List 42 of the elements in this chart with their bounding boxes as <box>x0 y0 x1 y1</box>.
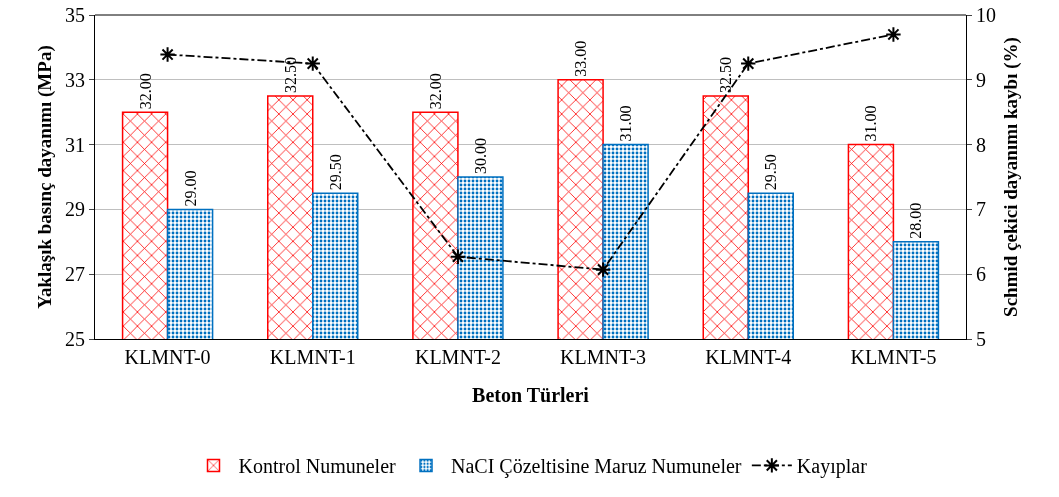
y-tick-label: 35 <box>65 4 85 26</box>
series-label: Kontrol Numuneler <box>238 455 397 478</box>
y-axis-title: Yaklaşık basınç dayanımı (MPa) <box>33 45 56 309</box>
y2-tick-label: 7 <box>976 198 986 221</box>
y2-tick-label: 8 <box>976 133 986 156</box>
point <box>159 46 176 63</box>
x-tick-label: KLMNT-0 <box>124 346 211 368</box>
y2-tick-label: 10 <box>976 4 996 26</box>
y-tick-label: 29 <box>65 198 85 221</box>
data-label: 29.00 <box>181 170 199 207</box>
x-tick-label: KLMNT-4 <box>705 346 792 368</box>
y-tick-label: 25 <box>65 328 85 350</box>
data-label: 32.50 <box>717 57 735 93</box>
y2-axis-title: Schmid çekici dayanımı kaybı (%) <box>999 37 1022 317</box>
x-tick-label: KLMNT-2 <box>414 346 501 368</box>
point <box>304 55 321 72</box>
x-axis-title: Beton Türleri <box>472 383 590 406</box>
data-label: 32.00 <box>426 73 444 110</box>
data-label: 31.00 <box>862 105 880 142</box>
data-label: 31.00 <box>617 105 635 142</box>
y2-tick-label: 5 <box>976 328 986 350</box>
point <box>740 55 757 72</box>
y2-tick-label: 9 <box>976 68 986 91</box>
y-tick-label: 31 <box>65 133 85 156</box>
legend-label: Kayıplar <box>796 455 868 479</box>
data-label: 28.00 <box>907 202 925 239</box>
data-label: 32.50 <box>281 57 299 93</box>
data-label: 32.00 <box>136 73 154 110</box>
data-label: 33.00 <box>572 40 590 77</box>
point <box>594 261 612 278</box>
data-label: 29.50 <box>762 154 780 191</box>
data-label: 29.50 <box>326 154 344 191</box>
series-label: NaCI Çözeltisine Maruz Numuneler <box>451 455 742 479</box>
x-tick-label: KLMNT-1 <box>269 346 356 368</box>
y2-tick-label: 6 <box>976 263 986 286</box>
x-tick-label: KLMNT-3 <box>560 346 647 368</box>
point <box>885 26 902 43</box>
x-tick-label: KLMNT-5 <box>850 346 937 368</box>
point <box>449 248 467 265</box>
data-label: 30.00 <box>471 138 489 174</box>
y-tick-label: 33 <box>65 68 85 91</box>
y-tick-label: 27 <box>65 263 85 286</box>
